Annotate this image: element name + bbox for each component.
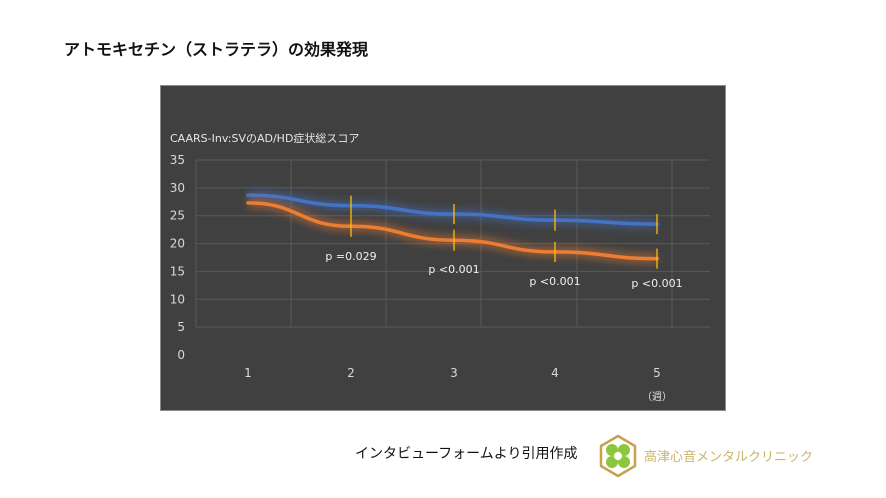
y-tick-label: 15 — [170, 264, 185, 278]
clinic-logo — [599, 434, 637, 478]
y-tick-label: 5 — [177, 320, 185, 334]
y-tick-label: 30 — [170, 181, 185, 195]
p-value-label: p =0.029 — [325, 250, 376, 263]
x-tick-label: 4 — [551, 366, 559, 380]
source-note: インタビューフォームより引用作成 — [355, 446, 578, 462]
x-tick-label: 3 — [450, 366, 458, 380]
x-tick-label: 5 — [653, 366, 661, 380]
page-title: アトモキセチン（ストラテラ）の効果発現 — [64, 40, 369, 59]
chart-area — [160, 85, 726, 411]
y-tick-label: 25 — [170, 209, 185, 223]
clinic-name: 高津心音メンタルクリニック — [644, 450, 814, 465]
y-tick-label: 0 — [177, 348, 185, 362]
x-tick-label: 1 — [244, 366, 252, 380]
x-tick-label: 2 — [347, 366, 355, 380]
x-axis-label: （週） — [642, 391, 672, 403]
y-tick-label: 10 — [170, 292, 185, 306]
p-value-label: p <0.001 — [631, 277, 682, 290]
p-value-label: p <0.001 — [529, 275, 580, 288]
chart-title: CAARS-Inv:SVのAD/HD症状総スコア — [170, 131, 359, 145]
y-tick-label: 20 — [170, 237, 185, 251]
y-tick-label: 35 — [170, 153, 185, 167]
p-value-label: p <0.001 — [428, 263, 479, 276]
